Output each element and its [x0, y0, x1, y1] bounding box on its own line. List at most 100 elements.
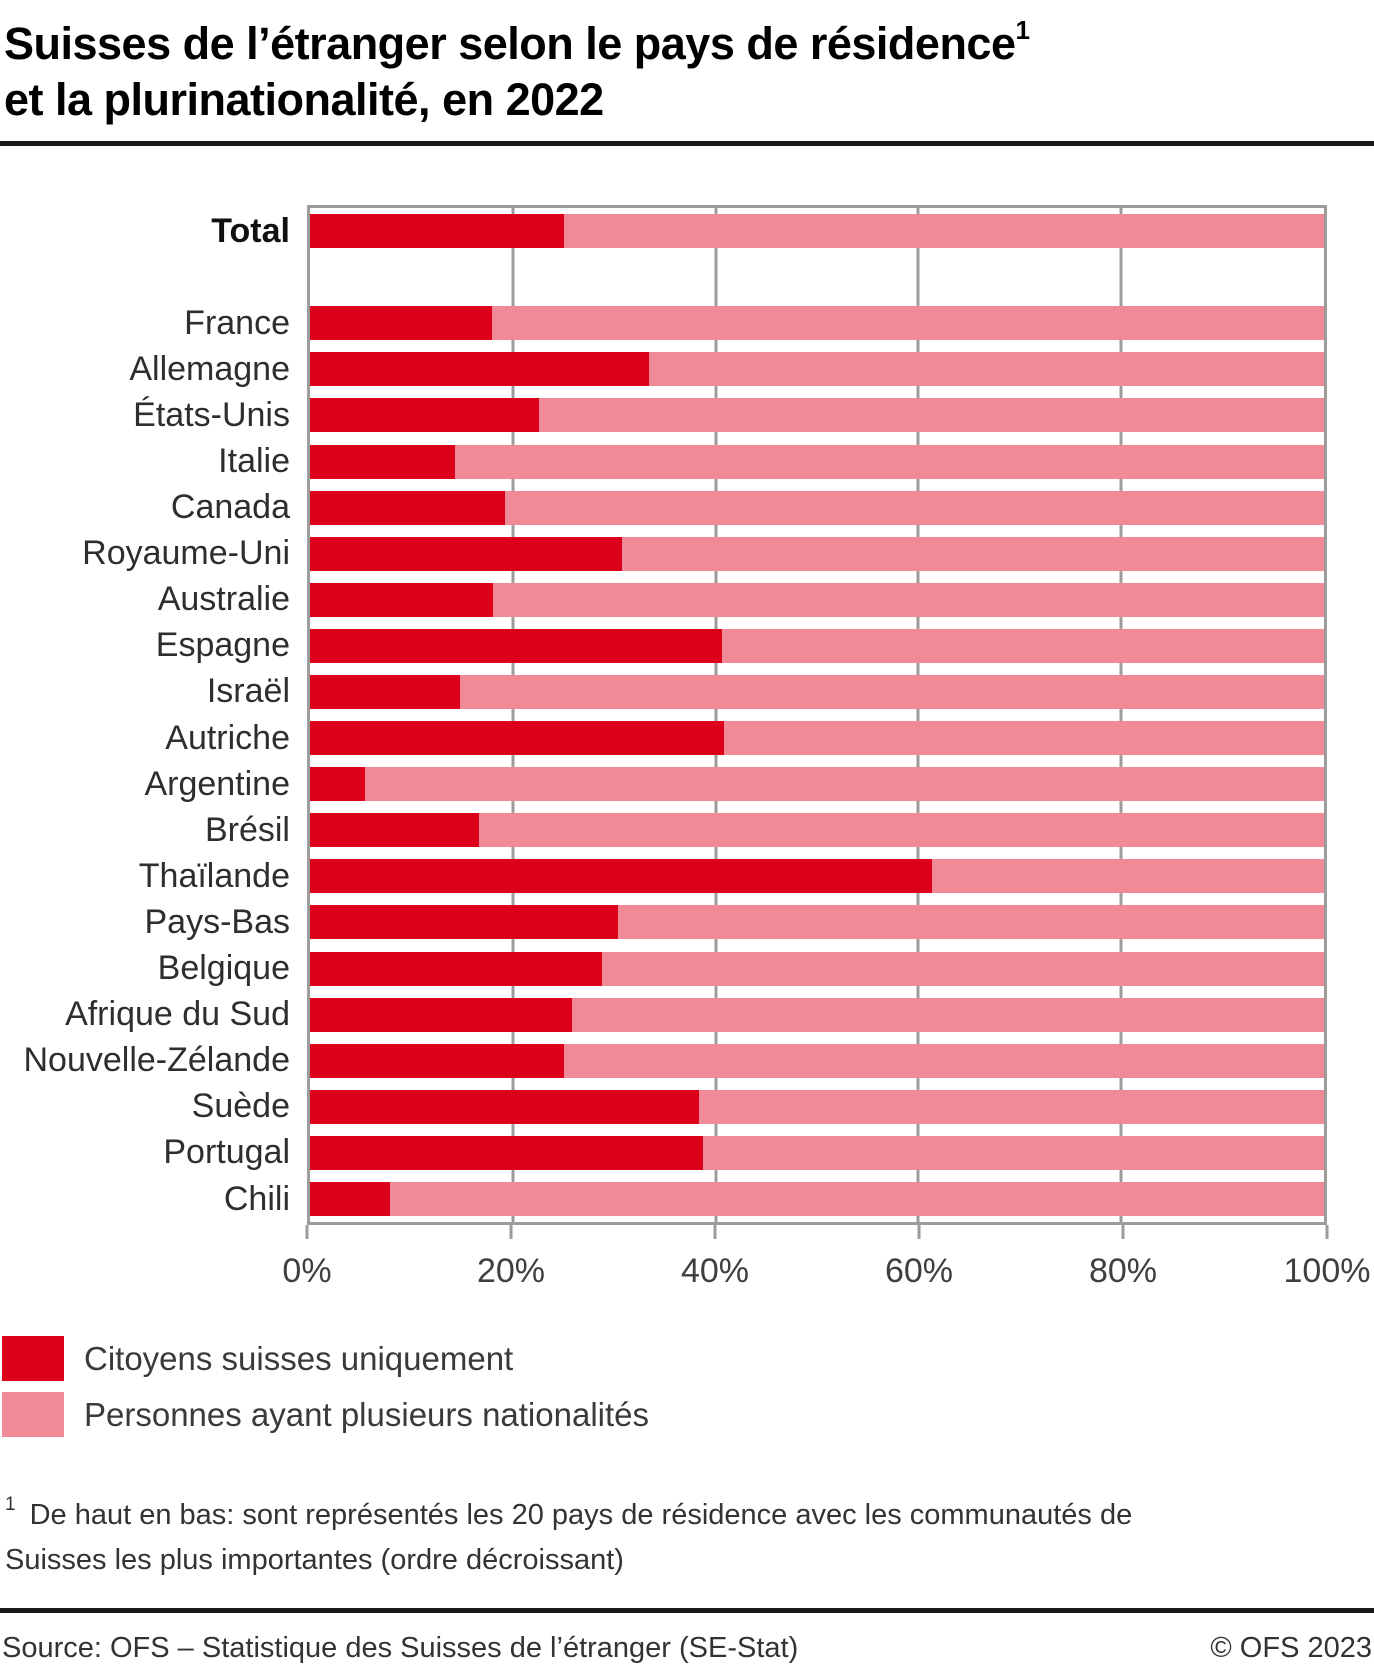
- legend-label: Citoyens suisses uniquement: [84, 1339, 514, 1377]
- row-label: Total: [211, 211, 290, 250]
- stacked-bar: [310, 721, 1324, 756]
- footnote-line1: De haut en bas: sont représentés les 20 …: [29, 1499, 1133, 1531]
- bar-segment-multi-national: [492, 582, 1324, 617]
- bar-segment-multi-national: [504, 490, 1324, 525]
- row-label: Italie: [218, 442, 290, 481]
- row-label: États-Unis: [133, 395, 290, 434]
- stacked-bar: [310, 352, 1324, 387]
- row-label: Israël: [206, 672, 290, 711]
- chart-row: [310, 899, 1324, 945]
- legend-label: Personnes ayant plusieurs nationalités: [84, 1395, 650, 1433]
- bars-layer: [310, 208, 1324, 1222]
- chart-row: [310, 946, 1324, 992]
- chart-row: [310, 531, 1324, 577]
- bar-segment-swiss-only: [310, 951, 603, 986]
- stacked-bar: [310, 628, 1324, 663]
- bar-segment-multi-national: [563, 1043, 1324, 1078]
- x-tick-label: 0%: [282, 1252, 332, 1290]
- stacked-bar: [310, 1089, 1324, 1124]
- bar-segment-multi-national: [390, 1182, 1324, 1217]
- bar-segment-swiss-only: [310, 674, 461, 709]
- bar-segment-multi-national: [539, 398, 1324, 433]
- bar-segment-swiss-only: [310, 398, 540, 433]
- row-label: Suède: [191, 1087, 290, 1126]
- bar-segment-swiss-only: [310, 306, 492, 341]
- stacked-bar: [310, 398, 1324, 433]
- row-label: Brésil: [204, 810, 290, 849]
- stacked-bar: [310, 997, 1324, 1032]
- chart-row: [310, 623, 1324, 669]
- stacked-bar: [310, 1182, 1324, 1217]
- x-axis-tick-labels: 0% 20% 40% 60% 80% 100%: [282, 1252, 1370, 1294]
- bar-segment-multi-national: [491, 306, 1324, 341]
- x-gridline-60: [916, 208, 920, 1222]
- row-label: Chili: [223, 1179, 290, 1218]
- legend-swatch-multi-national: [2, 1392, 64, 1437]
- bar-segment-multi-national: [618, 905, 1324, 940]
- bar-segment-multi-national: [364, 767, 1324, 802]
- bar-segment-swiss-only: [310, 813, 480, 848]
- x-tick-label: 40%: [680, 1252, 750, 1290]
- chart-row: [310, 761, 1324, 807]
- stacked-bar: [310, 214, 1324, 249]
- bar-segment-multi-national: [563, 214, 1324, 249]
- bar-segment-multi-national: [703, 1135, 1324, 1170]
- row-label: Canada: [170, 488, 290, 527]
- chart-row: [310, 438, 1324, 484]
- x-gridline-40: [714, 208, 718, 1222]
- stacked-bar: [310, 905, 1324, 940]
- bar-segment-multi-national: [723, 721, 1324, 756]
- bar-segment-multi-national: [721, 628, 1324, 663]
- bar-segment-multi-national: [648, 352, 1324, 387]
- x-gridline-80: [1119, 208, 1123, 1222]
- x-tick: [713, 1225, 717, 1239]
- bar-segment-swiss-only: [310, 490, 505, 525]
- x-tick-label: 100%: [1283, 1252, 1371, 1290]
- row-label: Portugal: [163, 1133, 290, 1172]
- stacked-bar: [310, 582, 1324, 617]
- plot-area: [307, 205, 1327, 1225]
- bar-segment-swiss-only: [310, 721, 724, 756]
- bar-segment-swiss-only: [310, 628, 722, 663]
- chart-row: [310, 1084, 1324, 1130]
- bar-segment-multi-national: [479, 813, 1324, 848]
- bar-segment-swiss-only: [310, 1043, 564, 1078]
- x-tick: [1325, 1225, 1329, 1239]
- chart-title-line2: et la plurinationalité, en 2022: [4, 74, 604, 125]
- row-label: Royaume-Uni: [82, 534, 290, 573]
- bar-segment-multi-national: [699, 1089, 1324, 1124]
- bar-segment-multi-national: [602, 951, 1324, 986]
- row-label: Autriche: [165, 718, 290, 757]
- bar-segment-swiss-only: [310, 859, 932, 894]
- bar-segment-swiss-only: [310, 214, 564, 249]
- stacked-bar: [310, 674, 1324, 709]
- footnote-marker: 1: [5, 1494, 16, 1515]
- y-axis-category-labels: Total France Allemagne États-Unis Italie Cana…: [0, 208, 291, 1222]
- footnote: 1 De haut en bas: sont représentés les 20…: [5, 1482, 1335, 1583]
- row-label: Afrique du Sud: [65, 995, 290, 1034]
- x-tick: [509, 1225, 513, 1239]
- stacked-bar: [310, 859, 1324, 894]
- row-label-spacer: [0, 254, 290, 300]
- stacked-bar: [310, 1135, 1324, 1170]
- legend-item: Citoyens suisses uniquement: [2, 1336, 649, 1381]
- chart-row: [310, 392, 1324, 438]
- chart-row: [310, 346, 1324, 392]
- stacked-bar: [310, 1043, 1324, 1078]
- chart-legend: Citoyens suisses uniquement Personnes aya…: [2, 1336, 649, 1437]
- row-label: Thaïlande: [138, 856, 290, 895]
- bar-segment-multi-national: [460, 674, 1324, 709]
- footnote-line2: Suisses les plus importantes (ordre décr…: [5, 1544, 624, 1576]
- chart-row: [310, 807, 1324, 853]
- chart-row: [310, 577, 1324, 623]
- bar-segment-swiss-only: [310, 536, 623, 571]
- bar-segment-swiss-only: [310, 905, 619, 940]
- stacked-bar: [310, 444, 1324, 479]
- bar-segment-swiss-only: [310, 997, 572, 1032]
- x-tick-label: 80%: [1088, 1252, 1158, 1290]
- row-label: Allemagne: [129, 349, 290, 388]
- bar-segment-multi-national: [455, 444, 1324, 479]
- stacked-bar: [310, 306, 1324, 341]
- chart-row: [310, 992, 1324, 1038]
